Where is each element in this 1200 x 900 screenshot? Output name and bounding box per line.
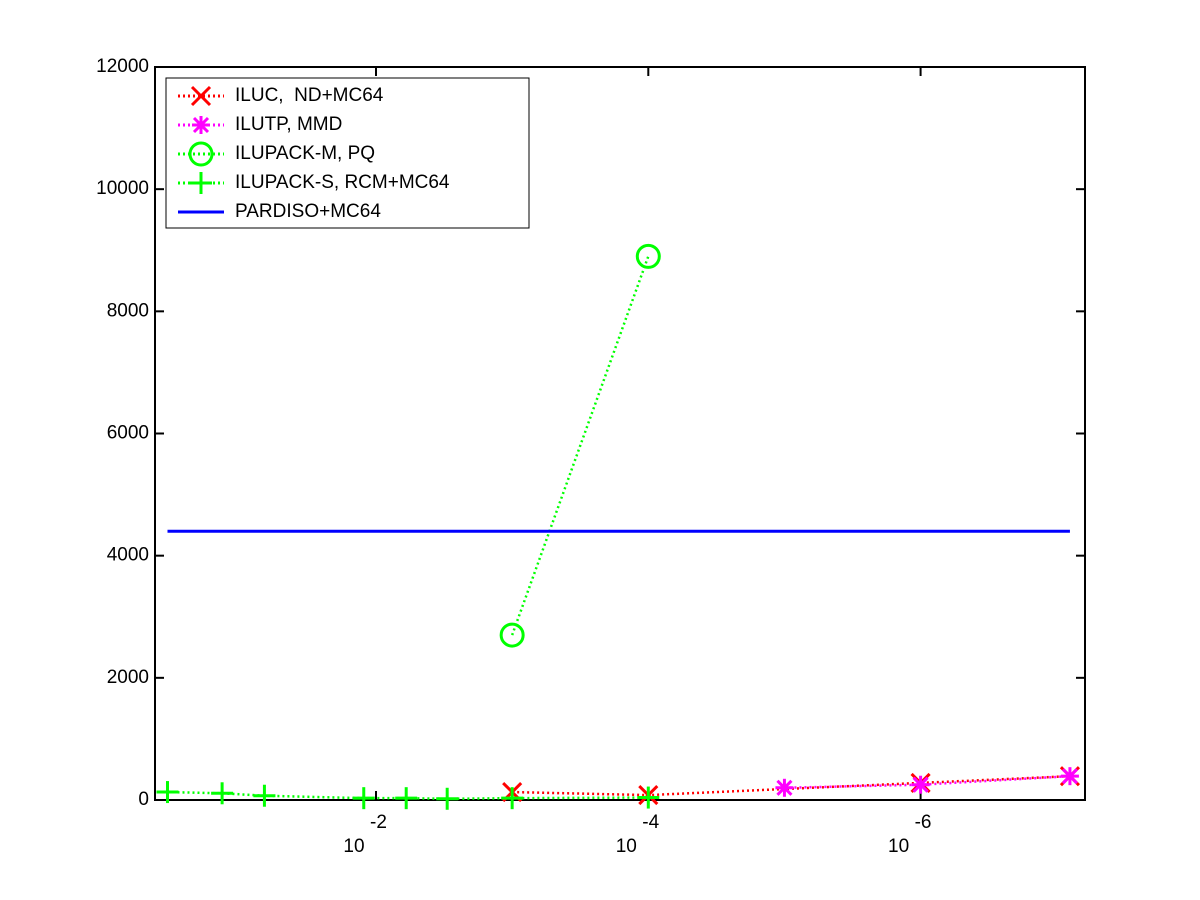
marker-stroke [912,776,929,793]
marker [635,243,661,269]
marker [190,85,212,107]
y-tick-label: 0 [138,789,149,810]
marker-stroke [190,85,212,107]
x-tick-base: 10 [343,836,364,857]
marker-circle [635,243,661,269]
legend-label: ILUPACK-S, RCM+MC64 [235,172,450,193]
y-tick-label: 6000 [107,423,149,444]
y-tick-label: 2000 [107,667,149,688]
marker [501,787,524,810]
marker [352,787,375,810]
marker-stroke [1061,768,1078,785]
marker [637,786,660,809]
marker [211,782,234,805]
marker [192,116,210,134]
legend-label: PARDISO+MC64 [235,201,381,222]
marker [775,778,794,797]
marker-circle [188,141,214,167]
y-tick-label: 10000 [96,178,149,199]
x-tick-exponent: -6 [915,812,932,833]
series-line [510,255,650,636]
marker [436,787,459,810]
x-tick-base: 10 [616,836,637,857]
x-tick-base: 10 [888,836,909,857]
marker [253,784,276,807]
y-tick-label: 8000 [107,300,149,321]
y-tick-label: 4000 [107,545,149,566]
legend-label: ILUPACK-M, PQ [235,143,375,164]
marker [190,172,212,194]
marker [395,787,418,810]
marker-stroke [192,116,210,134]
marker [188,141,214,167]
x-tick-exponent: -2 [370,812,387,833]
marker [156,781,179,804]
marker [499,622,525,648]
marker-stroke [776,779,793,796]
legend-label: ILUC, ND+MC64 [235,85,384,106]
marker [1060,767,1079,786]
legend-box [165,77,530,229]
marker-circle [499,622,525,648]
legend-label: ILUTP, MMD [235,114,342,135]
x-tick-exponent: -4 [642,812,659,833]
marker [911,775,930,794]
y-tick-label: 12000 [96,56,149,77]
